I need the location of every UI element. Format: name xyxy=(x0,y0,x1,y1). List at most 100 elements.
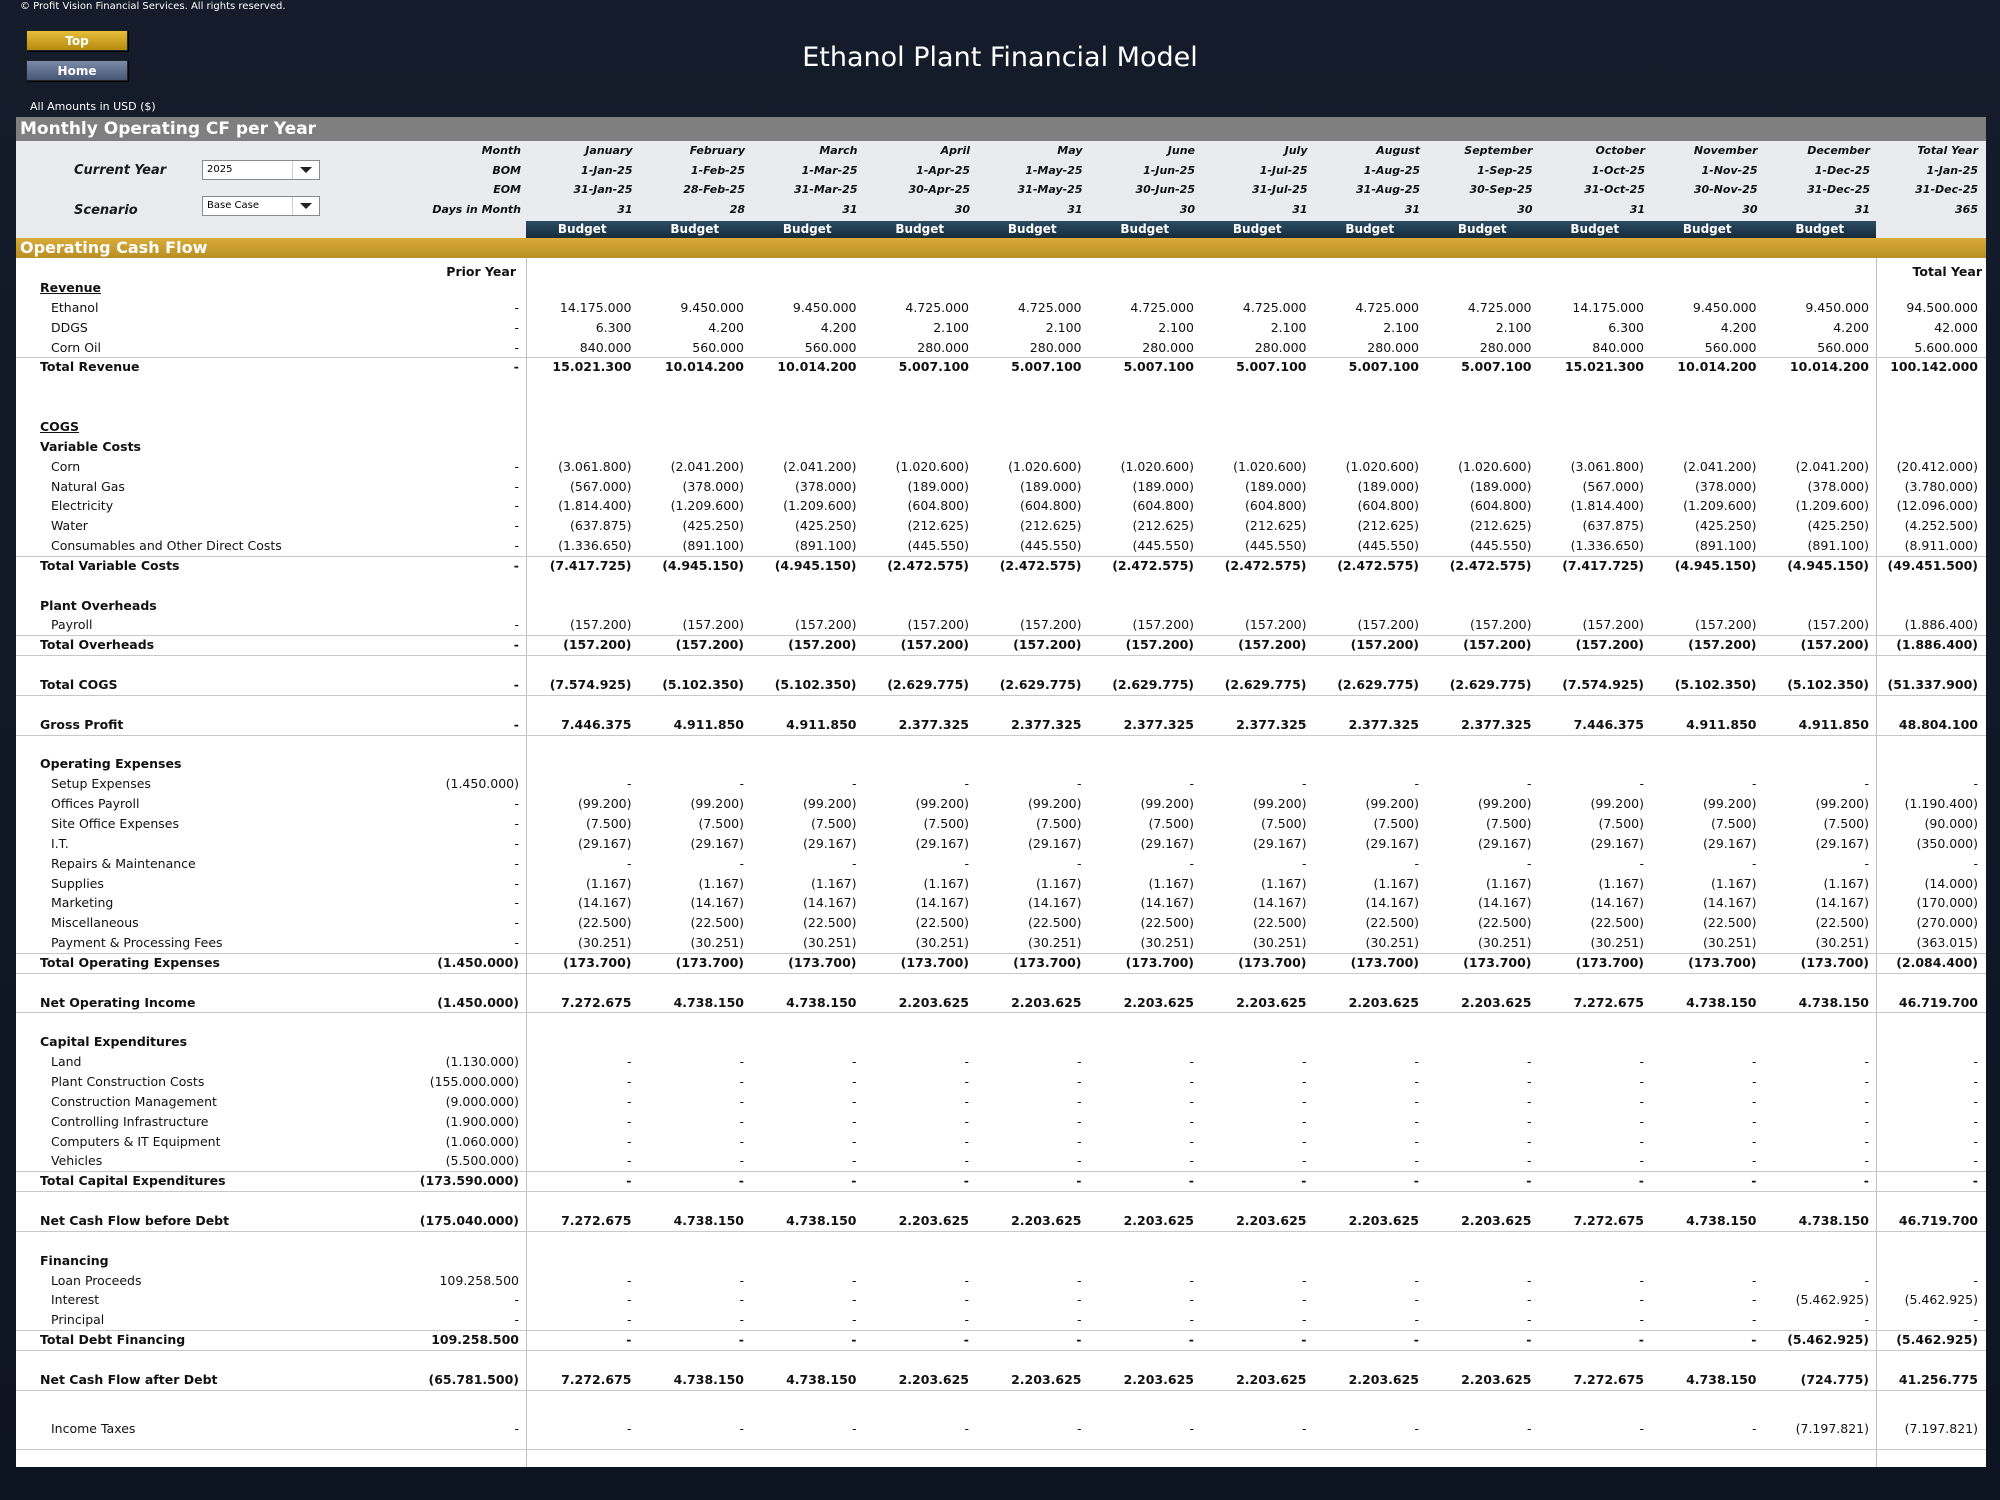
month-value: - xyxy=(1414,1074,1419,1089)
total-year-value: - xyxy=(1973,1094,1978,1109)
prior-year-value: - xyxy=(514,459,519,474)
month-value: 6.300 xyxy=(595,320,632,335)
total-year-value: (7.197.821) xyxy=(1904,1421,1978,1436)
month-value: (425.250) xyxy=(1695,518,1757,533)
month-value: (7.500) xyxy=(1598,816,1644,831)
row-label: Land xyxy=(51,1054,82,1069)
month-value: - xyxy=(964,776,969,791)
month-value: (1.167) xyxy=(1148,876,1194,891)
month-value: - xyxy=(1751,1094,1757,1109)
month-value: - xyxy=(1639,1054,1644,1069)
month-value: - xyxy=(1639,1273,1644,1288)
row-divider xyxy=(16,735,1986,736)
header-row-label: Month xyxy=(481,144,521,157)
prior-year-value: - xyxy=(514,1292,519,1307)
prior-year-value: (1.450.000) xyxy=(445,776,519,791)
month-value: (99.200) xyxy=(1703,796,1757,811)
prior-year-value: (155.000.000) xyxy=(429,1074,519,1089)
month-value: (1.020.600) xyxy=(895,459,969,474)
month-value: - xyxy=(1189,1273,1194,1288)
prior-year-value: (5.500.000) xyxy=(445,1153,519,1168)
month-value: (2.472.575) xyxy=(999,558,1082,573)
month-value: 2.203.625 xyxy=(1236,995,1307,1010)
row-label: Total Capital Expenditures xyxy=(40,1173,226,1188)
month-value: (7.500) xyxy=(1823,816,1869,831)
total-year-value: - xyxy=(1973,1312,1978,1327)
month-value: 4.738.150 xyxy=(673,1372,744,1387)
month-value: - xyxy=(1864,1074,1869,1089)
month-value: (173.700) xyxy=(1238,955,1307,970)
month-value: 9.450.000 xyxy=(1692,300,1757,315)
month-value: (99.200) xyxy=(1028,796,1082,811)
month-value: 2.203.625 xyxy=(1011,995,1082,1010)
row-label: Site Office Expenses xyxy=(51,816,179,831)
month-bom: 1-Jan-25 xyxy=(581,164,633,177)
month-value: 2.203.625 xyxy=(898,995,969,1010)
home-button[interactable]: Home xyxy=(26,60,128,81)
month-value: - xyxy=(626,856,632,871)
month-value: 10.014.200 xyxy=(777,359,857,374)
month-value: 2.377.325 xyxy=(898,717,969,732)
month-value: - xyxy=(1414,1292,1419,1307)
prior-year-value: - xyxy=(514,1421,519,1436)
month-value: 2.100 xyxy=(1045,320,1082,335)
month-value: (157.200) xyxy=(1238,637,1307,652)
prior-year-value: (1.450.000) xyxy=(437,995,519,1010)
prior-year-value: 109.258.500 xyxy=(431,1332,519,1347)
row-label: Total Overheads xyxy=(40,637,155,652)
month-value: 2.203.625 xyxy=(1461,995,1532,1010)
month-bom: 1-May-25 xyxy=(1025,164,1083,177)
row-label: Net Operating Income xyxy=(40,995,196,1010)
month-value: (30.251) xyxy=(1253,935,1307,950)
total-year-value: (51.337.900) xyxy=(1887,677,1978,692)
month-value: - xyxy=(964,1054,969,1069)
month-value: 2.203.625 xyxy=(1236,1372,1307,1387)
prior-year-value: - xyxy=(514,935,519,950)
month-value: - xyxy=(1076,1332,1082,1347)
row-label: Payment & Processing Fees xyxy=(51,935,223,950)
month-value: - xyxy=(851,1094,857,1109)
month-value: 840.000 xyxy=(579,340,632,355)
current-year-label: Current Year xyxy=(74,163,167,178)
prior-year-value: - xyxy=(514,836,519,851)
month-value: - xyxy=(739,1312,744,1327)
month-name: August xyxy=(1376,144,1420,157)
month-value: 7.446.375 xyxy=(561,717,632,732)
row-label: Electricity xyxy=(51,498,114,513)
month-value: (29.167) xyxy=(690,836,745,851)
month-value: (22.500) xyxy=(1815,915,1870,930)
prior-year-value: - xyxy=(514,479,519,494)
total-year-value: (1.886.400) xyxy=(1896,637,1978,652)
row-divider xyxy=(16,1171,1986,1172)
total-year-value: (1.190.400) xyxy=(1904,796,1978,811)
month-value: - xyxy=(1751,1054,1757,1069)
month-value: (14.167) xyxy=(1365,895,1420,910)
top-button[interactable]: Top xyxy=(26,30,128,51)
month-value: - xyxy=(626,1173,632,1188)
month-value: - xyxy=(1301,1292,1307,1307)
month-value: - xyxy=(626,1273,632,1288)
prior-year-value: (9.000.000) xyxy=(445,1094,519,1109)
total-year-value: 94.500.000 xyxy=(1906,300,1978,315)
month-value: (157.200) xyxy=(1132,617,1194,632)
total-year-value: - xyxy=(1973,856,1978,871)
month-value: (1.336.650) xyxy=(558,538,632,553)
row-label: Operating Expenses xyxy=(40,756,182,771)
chevron-down-icon[interactable] xyxy=(292,161,319,179)
month-value: - xyxy=(1639,776,1644,791)
month-bom: 1-Feb-25 xyxy=(690,164,745,177)
chevron-down-icon[interactable] xyxy=(292,197,319,215)
month-value: (29.167) xyxy=(915,836,970,851)
month-value: (7.500) xyxy=(923,816,969,831)
scenario-select[interactable]: Base Case xyxy=(202,196,320,216)
month-value: (14.167) xyxy=(578,895,632,910)
month-value: 4.738.150 xyxy=(1798,995,1869,1010)
month-value: (99.200) xyxy=(690,796,745,811)
month-days: 30 xyxy=(954,203,970,216)
month-eom: 31-May-25 xyxy=(1017,183,1083,196)
total-year-value: (90.000) xyxy=(1924,816,1979,831)
month-bom: 1-Mar-25 xyxy=(801,164,858,177)
current-year-select[interactable]: 2025 xyxy=(202,160,320,180)
month-value: (567.000) xyxy=(1582,479,1644,494)
row-label: Ethanol xyxy=(51,300,99,315)
